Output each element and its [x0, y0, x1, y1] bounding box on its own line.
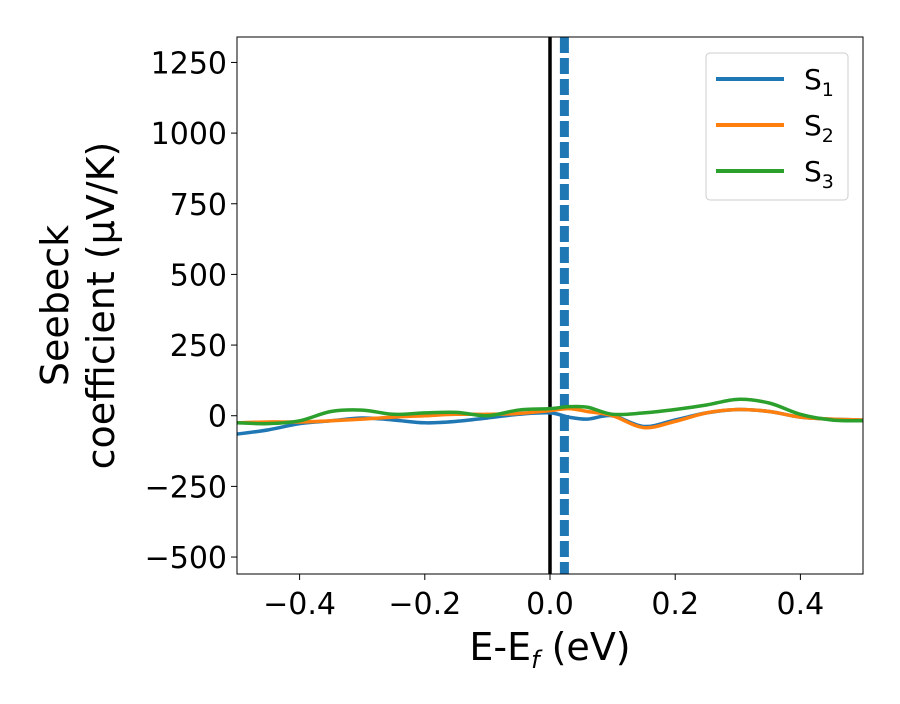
vertical-lines: [548, 37, 569, 574]
legend: S1 S2 S3: [705, 52, 849, 201]
x-axis-label: E-Ef (eV): [469, 625, 630, 674]
x-tick-label: 0.2: [651, 587, 699, 622]
y-tick-label: 0: [208, 400, 227, 435]
legend-label-3: S3: [804, 155, 834, 193]
legend-label-1: S1: [804, 63, 834, 101]
y-axis-label-line2: coefficient (μV/K): [79, 142, 123, 470]
x-tick-label: 0.0: [526, 587, 574, 622]
series-line-3: [236, 397, 864, 426]
y-tick-label: 750: [170, 188, 227, 223]
series-layer: [236, 397, 864, 436]
y-tick-label: 500: [170, 258, 227, 293]
plot-frame: [236, 36, 864, 575]
y-axis-label-line1: Seebeck: [33, 225, 77, 386]
y-tick-label: 250: [170, 329, 227, 364]
x-tick-label: −0.2: [388, 587, 461, 622]
y-tick-label: 1000: [151, 117, 227, 152]
tick-layer: −0.4 −0.2 0.0 0.2 0.4 −500 −250 0 250 500 750 1000 1…: [145, 46, 825, 622]
y-tick-label: 1250: [151, 46, 227, 81]
axis-labels: E-Ef (eV) Seebeck coefficient (μV/K): [33, 142, 631, 674]
y-tick-label: −250: [145, 470, 227, 505]
x-tick-label: −0.4: [263, 587, 336, 622]
legend-label-2: S2: [804, 109, 834, 147]
y-tick-label: −500: [145, 541, 227, 576]
x-tick-label: 0.4: [777, 587, 825, 622]
